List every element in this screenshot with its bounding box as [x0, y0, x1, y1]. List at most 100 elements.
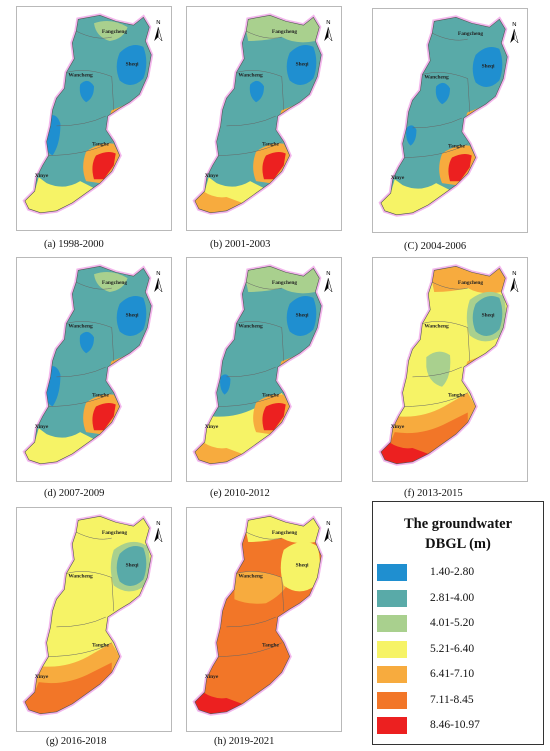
panel-caption: (b) 2001-2003 [210, 239, 271, 250]
legend-swatch [377, 564, 407, 581]
legend-label: 4.01-5.20 [430, 617, 475, 629]
map-figure: Fangcheng Wancheng Sheqi Tanghe Xinye N [192, 264, 333, 466]
place-label-xinye: Xinye [35, 674, 49, 680]
county-border [46, 141, 112, 156]
svg-text:N: N [512, 271, 516, 277]
county-border [467, 327, 470, 362]
county-border [236, 571, 282, 578]
legend-swatch [377, 589, 407, 607]
place-label-fangcheng: Fangcheng [272, 29, 298, 35]
place-label-xinye: Xinye [35, 173, 49, 179]
county-border [226, 115, 276, 127]
map-panel: Fangcheng Wancheng Sheqi Tanghe Xinye N [372, 8, 528, 233]
depth-zone [286, 295, 317, 336]
map-figure: Fangcheng Wancheng Sheqi Tanghe Xinye N [22, 13, 163, 215]
map-figure: Fangcheng Wancheng Sheqi Tanghe Xinye N [22, 264, 163, 466]
county-border [236, 321, 282, 328]
county-border [402, 143, 468, 158]
svg-text:N: N [156, 271, 160, 277]
county-border [281, 76, 284, 111]
map-figure: Fangcheng Wancheng Sheqi Tanghe Xinye N [378, 15, 519, 217]
depth-zone [24, 177, 96, 213]
legend-item: 4.01-5.20 [377, 615, 537, 632]
place-label-wancheng: Wancheng [424, 75, 449, 81]
county-border [226, 366, 276, 378]
svg-text:N: N [326, 521, 330, 527]
panel-caption: (a) 1998-2000 [44, 239, 104, 250]
county-border [246, 30, 282, 39]
map-panel: Fangcheng Wancheng Sheqi Tanghe Xinye N [16, 257, 172, 482]
depth-zone [472, 46, 503, 87]
place-label-xinye: Xinye [205, 173, 219, 179]
county-border [46, 642, 112, 657]
depth-zone [262, 151, 286, 180]
depth-zone [194, 692, 243, 714]
place-label-tanghe: Tanghe [92, 142, 110, 148]
legend-item: 2.81-4.00 [377, 589, 537, 607]
depth-zone [262, 402, 286, 431]
place-label-wancheng: Wancheng [238, 574, 263, 580]
map-panel: Fangcheng Wancheng Sheqi Tanghe Xinye N [186, 507, 342, 732]
county-border [422, 321, 468, 328]
depth-zone [24, 662, 112, 714]
depth-zone [432, 266, 506, 294]
map-figure: Fangcheng Wancheng Sheqi Tanghe Xinye N [192, 514, 333, 716]
depth-zone [380, 179, 452, 215]
place-label-tanghe: Tanghe [92, 643, 110, 649]
north-arrow-icon: N [324, 271, 333, 293]
depth-zone [116, 295, 147, 336]
legend-item: 7.11-8.45 [377, 691, 537, 709]
region-border [24, 266, 152, 465]
place-label-fangcheng: Fangcheng [272, 530, 298, 536]
place-label-xinye: Xinye [205, 674, 219, 680]
place-label-xinye: Xinye [35, 424, 49, 430]
legend: The groundwater DBGL (m) 1.40-2.80 2.81-4… [372, 501, 544, 745]
county-border [76, 281, 112, 290]
county-border [216, 141, 282, 156]
county-border [56, 616, 106, 628]
depth-zone [116, 545, 147, 586]
svg-text:N: N [156, 20, 160, 26]
depth-zone [286, 44, 317, 85]
legend-item: 5.21-6.40 [377, 640, 537, 658]
county-border [281, 327, 284, 362]
legend-swatch [377, 717, 407, 734]
county-border [432, 32, 468, 41]
depth-zone [380, 442, 429, 464]
depth-zone [249, 80, 264, 103]
depth-zone [426, 351, 451, 387]
legend-swatch [377, 640, 407, 658]
place-label-wancheng: Wancheng [238, 73, 263, 79]
north-arrow-icon: N [510, 271, 519, 293]
county-border [76, 30, 112, 39]
place-label-fangcheng: Fangcheng [458, 31, 484, 37]
panel-caption: (h) 2019-2021 [214, 736, 275, 747]
region-border [194, 15, 322, 214]
place-label-wancheng: Wancheng [68, 574, 93, 580]
depth-zone [92, 151, 116, 180]
depth-zone [246, 516, 320, 544]
county-border [412, 366, 462, 378]
place-label-xinye: Xinye [391, 175, 405, 181]
north-arrow-icon: N [154, 20, 163, 42]
place-label-fangcheng: Fangcheng [458, 280, 484, 286]
depth-zone [472, 295, 503, 336]
county-border [432, 281, 468, 290]
county-border [467, 78, 470, 113]
depth-zone [246, 15, 320, 43]
place-label-sheqi: Sheqi [126, 62, 139, 68]
county-border [66, 70, 112, 77]
map-panel: Fangcheng Wancheng Sheqi Tanghe Xinye N [16, 507, 172, 732]
map-panel: Fangcheng Wancheng Sheqi Tanghe Xinye N [16, 6, 172, 231]
region-border [380, 266, 508, 465]
place-label-wancheng: Wancheng [238, 324, 263, 330]
legend-item: 1.40-2.80 [377, 564, 537, 581]
county-border [56, 115, 106, 127]
panel-caption: (C) 2004-2006 [404, 241, 467, 252]
map-panel: Fangcheng Wancheng Sheqi Tanghe Xinye N [372, 257, 528, 482]
map-panel: Fangcheng Wancheng Sheqi Tanghe Xinye N [186, 257, 342, 482]
depth-zone [448, 153, 472, 182]
legend-label: 5.21-6.40 [430, 642, 475, 655]
map-figure: Fangcheng Wancheng Sheqi Tanghe Xinye N [378, 264, 519, 466]
svg-text:N: N [326, 271, 330, 277]
